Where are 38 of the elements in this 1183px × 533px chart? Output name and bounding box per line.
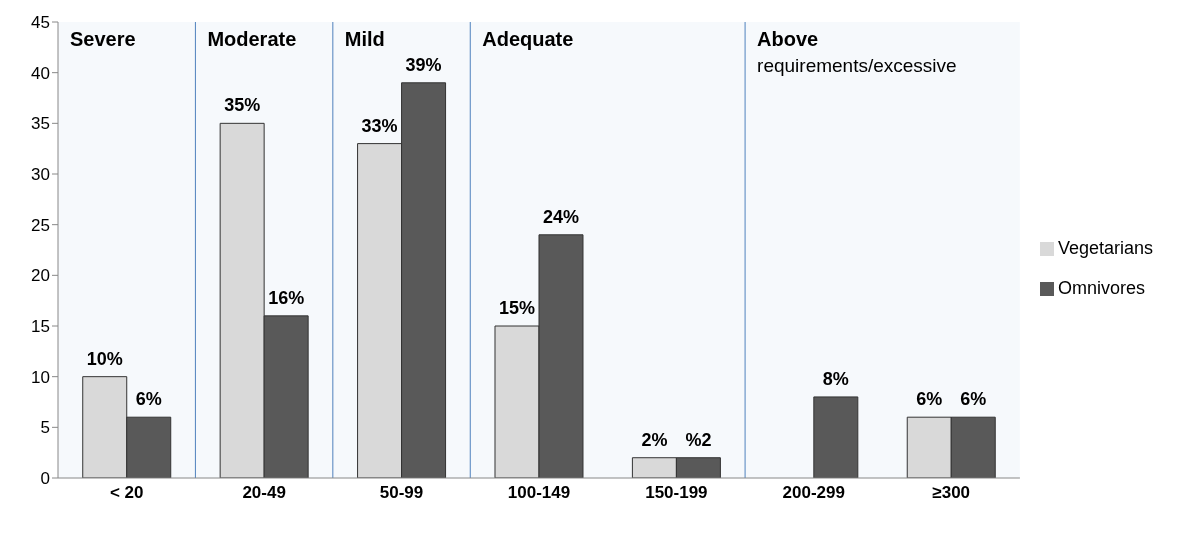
data-label: 39% — [405, 54, 442, 75]
band-label: Severe — [70, 28, 136, 50]
data-label: 24% — [542, 206, 579, 227]
y-tick-label: 0 — [40, 469, 50, 489]
data-label: 6% — [916, 389, 943, 410]
data-label: %2 — [685, 429, 712, 450]
data-label: 6% — [960, 389, 987, 410]
data-label: 2% — [641, 429, 668, 450]
data-label: 33% — [361, 115, 398, 136]
bar — [813, 396, 859, 478]
x-tick-label: 200-299 — [782, 483, 845, 503]
y-tick-label: 10 — [31, 367, 50, 387]
data-label: 8% — [822, 368, 849, 389]
data-label: 10% — [86, 348, 123, 369]
x-tick-label: 20-49 — [242, 483, 286, 503]
y-tick-label: 25 — [31, 215, 50, 235]
y-tick-label: 40 — [31, 63, 50, 83]
x-tick-label: 150-199 — [645, 483, 708, 503]
legend-label: Omnivores — [1057, 278, 1145, 298]
x-tick-label: ≥300 — [932, 483, 971, 503]
y-tick-label: 45 — [31, 13, 50, 33]
y-tick-label: 30 — [31, 165, 50, 185]
data-label: 15% — [498, 298, 535, 318]
y-tick-label: 35 — [31, 114, 50, 134]
band-label: Moderate — [207, 28, 297, 50]
y-tick-label: 15 — [31, 317, 50, 337]
band-label: Adequate — [482, 28, 574, 50]
data-label: 35% — [224, 95, 261, 116]
data-label: 6% — [135, 389, 162, 410]
legend-label: Vegetarians — [1057, 238, 1153, 258]
x-tick-label: 100-149 — [507, 483, 571, 503]
x-tick-label: 50-99 — [379, 483, 424, 503]
band-label: Above requirements/excessive — [757, 28, 957, 76]
data-label: 16% — [268, 287, 305, 308]
y-tick-label: 20 — [31, 266, 50, 286]
y-tick-label: 5 — [40, 418, 50, 438]
x-tick-label: < 20 — [109, 483, 144, 503]
band-label: Mild — [344, 28, 385, 50]
